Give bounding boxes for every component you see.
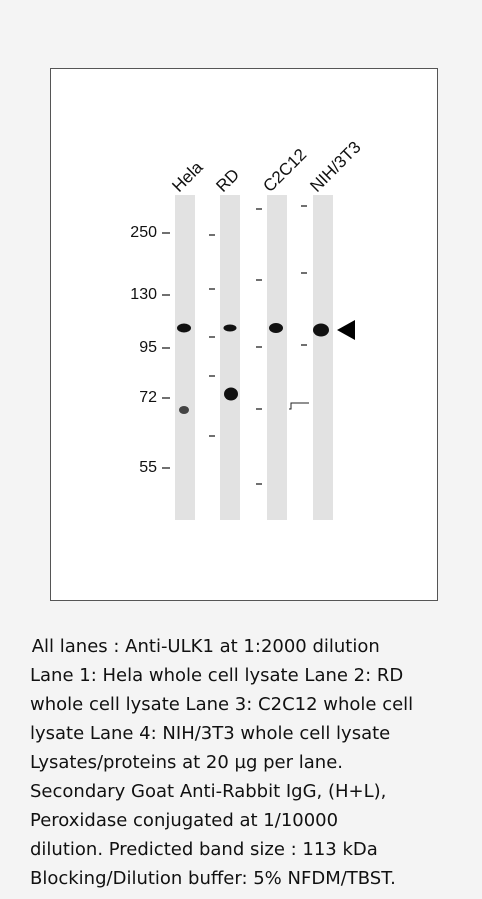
caption-line: dilution. Predicted band size : 113 kDa — [30, 839, 378, 860]
band — [269, 323, 283, 333]
caption-line: Lane 1: Hela whole cell lysate Lane 2: R… — [30, 665, 403, 686]
blot-frame — [51, 69, 438, 601]
band — [177, 324, 191, 333]
marker-label: 55 — [139, 459, 157, 476]
caption-line: Secondary Goat Anti-Rabbit IgG, (H+L), — [30, 781, 386, 802]
caption-line: lysate Lane 4: NIH/3T3 whole cell lysate — [30, 723, 390, 744]
caption-line: Peroxidase conjugated at 1/10000 — [30, 810, 338, 831]
band — [224, 388, 238, 401]
caption-line: All lanes : Anti-ULK1 at 1:2000 dilution — [26, 636, 380, 657]
caption-line: whole cell lysate Lane 3: C2C12 whole ce… — [30, 694, 413, 715]
lane — [220, 195, 240, 520]
page: Hela RD C2C12 NIH/3T3 250 130 95 72 55 A… — [0, 0, 482, 899]
caption-line: Lysates/proteins at 20 µg per lane. — [30, 752, 343, 773]
marker-label: 130 — [130, 286, 157, 303]
lane — [175, 195, 195, 520]
band — [224, 325, 237, 332]
marker-label: 250 — [130, 224, 157, 241]
lane — [313, 195, 333, 520]
marker-label: 95 — [139, 339, 157, 356]
marker-label: 72 — [139, 389, 157, 406]
band — [313, 324, 329, 337]
lane — [267, 195, 287, 520]
caption-line: Blocking/Dilution buffer: 5% NFDM/TBST. — [30, 868, 396, 889]
band — [179, 406, 189, 414]
